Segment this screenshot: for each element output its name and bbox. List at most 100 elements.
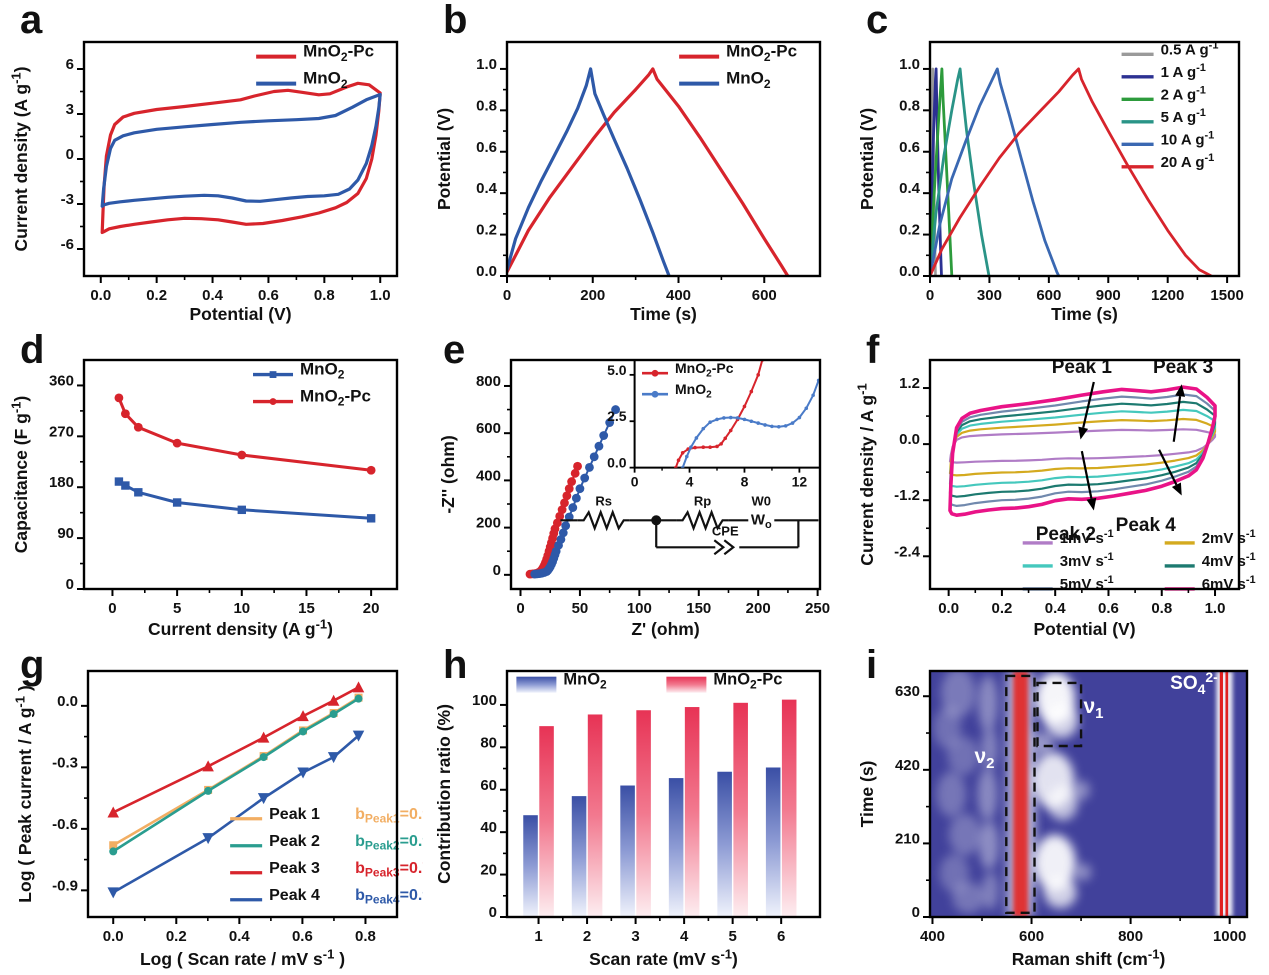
svg-text:0: 0: [489, 904, 497, 921]
svg-text:5.0: 5.0: [607, 362, 627, 378]
svg-text:270: 270: [49, 423, 74, 440]
panel-b: MnO2-Pc MnO2 0 200 400 600 0.0 0.2 0.4 0.6 0.8 1.0 T…: [423, 0, 846, 330]
svg-text:-2.4: -2.4: [894, 543, 921, 560]
svg-text:0.0: 0.0: [899, 431, 920, 448]
panel-e-letter: e: [443, 328, 466, 372]
svg-text:210: 210: [895, 830, 920, 847]
svg-text:MnO2: MnO2: [726, 69, 771, 91]
svg-text:8: 8: [741, 474, 749, 490]
svg-text:600: 600: [1019, 928, 1044, 945]
svg-text:0: 0: [66, 146, 74, 163]
svg-text:0.2: 0.2: [991, 600, 1012, 617]
svg-text:0.2: 0.2: [166, 928, 187, 945]
svg-text:MnO2: MnO2: [563, 671, 607, 692]
svg-text:Potential (V): Potential (V): [857, 108, 877, 210]
panel-a: MnO2-Pc MnO2 0.0 0.2 0.4 0.6 0.8 1.0 -6 -3 0 3 6 Pote…: [0, 0, 423, 330]
svg-text:0.5 A g-1: 0.5 A g-1: [1161, 40, 1219, 59]
svg-text:Current density / A g-1: Current density / A g-1: [854, 383, 877, 565]
svg-text:Current density (A g-1): Current density (A g-1): [148, 616, 333, 639]
b-value-chart: Peak 1 bPeak1=0.95 Peak 2 bPeak2=0.97 Peak 3…: [12, 669, 423, 969]
svg-text:0.2: 0.2: [899, 222, 920, 239]
svg-text:2: 2: [583, 928, 591, 945]
svg-text:180: 180: [49, 474, 74, 491]
svg-text:Peak 1: Peak 1: [269, 806, 320, 823]
svg-text:bPeak2=0.97: bPeak2=0.97: [355, 833, 423, 853]
svg-text:0: 0: [493, 562, 501, 579]
panel-e: Wo Rs Rp W0 CPE 0 4 8 12 0.0 2.5 5.0 MnO2-Pc MnO2 0 50 1…: [423, 330, 846, 645]
svg-text:200: 200: [580, 287, 605, 304]
svg-text:5: 5: [173, 600, 181, 617]
svg-text:Peak 1: Peak 1: [1052, 357, 1113, 378]
svg-text:0.4: 0.4: [1045, 600, 1067, 617]
svg-text:5 A g-1: 5 A g-1: [1161, 107, 1206, 126]
raman-heatmap: ν2 ν1 SO42- 400 600 800 1000 0 210 420 630 Raman sh…: [857, 669, 1249, 969]
svg-text:Potential (V): Potential (V): [189, 304, 291, 324]
svg-text:0.0: 0.0: [57, 693, 78, 710]
svg-text:MnO2: MnO2: [300, 360, 345, 382]
svg-text:0.0: 0.0: [607, 455, 627, 471]
svg-text:MnO2-Pc: MnO2-Pc: [713, 671, 782, 692]
svg-text:12: 12: [792, 474, 808, 490]
svg-text:0.4: 0.4: [202, 287, 224, 304]
panel-a-letter: a: [20, 0, 43, 42]
svg-text:0: 0: [516, 600, 524, 617]
svg-text:3: 3: [66, 101, 74, 118]
nyquist-chart: Wo Rs Rp W0 CPE 0 4 8 12 0.0 2.5 5.0 MnO2-Pc MnO2 0 50 1…: [438, 358, 830, 639]
svg-text:bPeak1=0.95: bPeak1=0.95: [355, 806, 423, 826]
svg-text:0.6: 0.6: [258, 287, 279, 304]
svg-text:0.8: 0.8: [314, 287, 335, 304]
svg-text:0.8: 0.8: [899, 97, 920, 114]
svg-text:1200: 1200: [1151, 287, 1184, 304]
panel-g: Peak 1 bPeak1=0.95 Peak 2 bPeak2=0.97 Peak 3…: [0, 645, 423, 975]
svg-text:0: 0: [926, 287, 934, 304]
svg-text:Rs: Rs: [595, 493, 612, 508]
svg-text:5: 5: [728, 928, 736, 945]
svg-text:2 A g-1: 2 A g-1: [1161, 85, 1206, 104]
panel-f: Peak 1 Peak 3 Peak 2 Peak 4 1mV s-1 2mV s-1 3m…: [846, 330, 1269, 645]
svg-text:100: 100: [472, 692, 497, 709]
svg-text:Time (s): Time (s): [630, 304, 697, 324]
svg-text:600: 600: [752, 287, 777, 304]
svg-text:0: 0: [108, 600, 116, 617]
svg-text:Time (s): Time (s): [857, 761, 877, 828]
panel-h-letter: h: [443, 643, 468, 687]
svg-text:300: 300: [977, 287, 1002, 304]
svg-text:0: 0: [912, 904, 920, 921]
svg-text:40: 40: [480, 819, 497, 836]
svg-text:0.2: 0.2: [146, 287, 167, 304]
svg-text:-3: -3: [61, 191, 74, 208]
svg-text:1: 1: [534, 928, 542, 945]
svg-text:MnO2: MnO2: [675, 381, 712, 400]
panel-c: 0.5 A g-1 1 A g-1 2 A g-1 5 A g-1 10 A g-1 20…: [846, 0, 1269, 330]
svg-text:800: 800: [476, 373, 501, 390]
svg-text:Time (s): Time (s): [1051, 304, 1118, 324]
svg-text:20 A g-1: 20 A g-1: [1161, 152, 1215, 171]
svg-text:1.0: 1.0: [1205, 600, 1226, 617]
svg-text:1.0: 1.0: [899, 56, 920, 73]
svg-text:MnO2: MnO2: [303, 69, 348, 91]
panel-i-letter: i: [866, 643, 878, 687]
svg-text:10 A g-1: 10 A g-1: [1161, 130, 1215, 149]
svg-text:Peak 4: Peak 4: [1116, 515, 1177, 536]
svg-text:0.8: 0.8: [1151, 600, 1172, 617]
svg-text:Wo: Wo: [751, 511, 772, 531]
svg-text:-0.3: -0.3: [52, 754, 78, 771]
svg-text:420: 420: [895, 757, 920, 774]
svg-text:0.0: 0.0: [103, 928, 124, 945]
svg-text:Potential (V): Potential (V): [1033, 619, 1135, 639]
svg-text:80: 80: [480, 734, 497, 751]
svg-text:0.2: 0.2: [476, 222, 497, 239]
svg-text:bPeak3=0.78: bPeak3=0.78: [355, 860, 423, 880]
capacitance-chart: MnO2 MnO2-Pc 0 5 10 15 20 0 90 180 270 360 Current d…: [8, 358, 399, 639]
svg-text:60: 60: [480, 777, 497, 794]
svg-text:400: 400: [920, 928, 945, 945]
svg-text:Potential (V): Potential (V): [434, 108, 454, 210]
svg-text:2mV s-1: 2mV s-1: [1202, 528, 1256, 547]
svg-text:0: 0: [631, 474, 639, 490]
svg-text:1500: 1500: [1210, 287, 1243, 304]
svg-text:SO42-: SO42-: [1170, 669, 1218, 697]
svg-text:Peak 4: Peak 4: [269, 887, 320, 904]
panel-c-letter: c: [866, 0, 889, 42]
svg-text:0.4: 0.4: [229, 928, 251, 945]
svg-text:Peak 2: Peak 2: [269, 833, 320, 850]
